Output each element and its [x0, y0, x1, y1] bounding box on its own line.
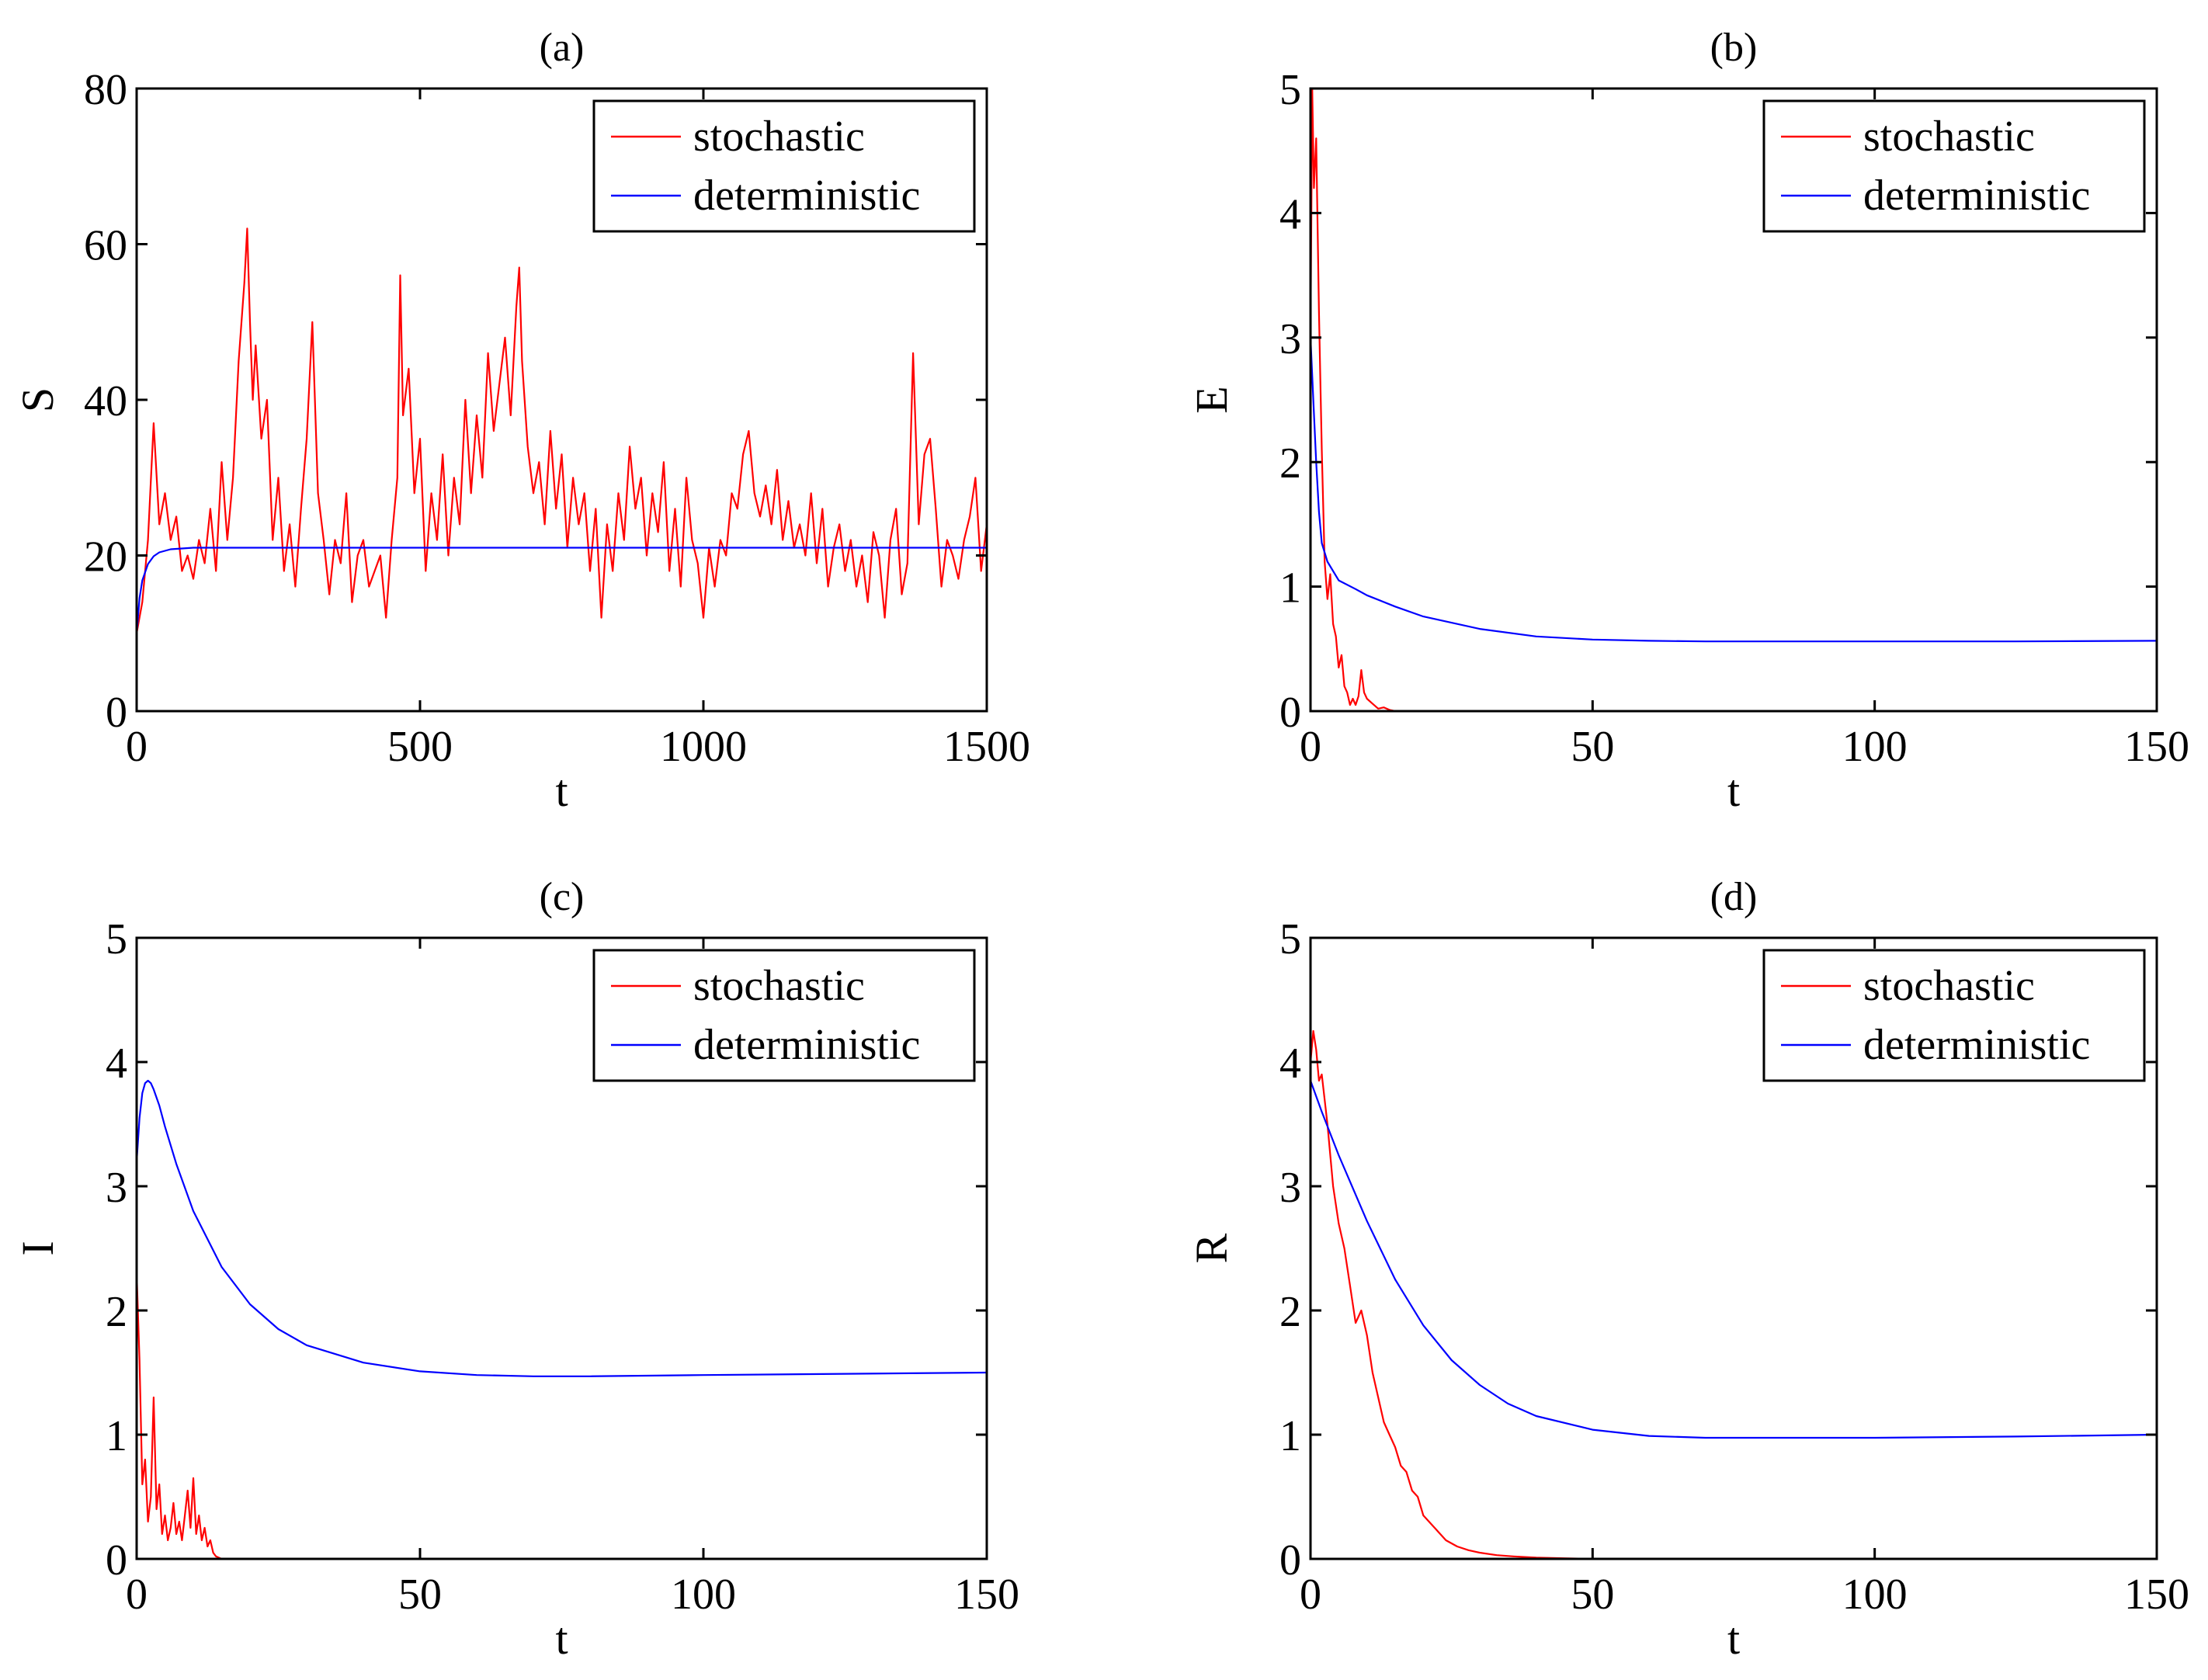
y-tick-label: 0 [106, 689, 127, 737]
legend-label-deterministic: deterministic [693, 1021, 920, 1069]
y-tick-label: 1 [106, 1412, 127, 1460]
panel-title: (a) [540, 26, 585, 70]
x-tick-label: 150 [2124, 723, 2189, 771]
y-tick-label: 40 [84, 377, 127, 425]
y-tick-label: 2 [1279, 439, 1301, 488]
x-tick-label: 0 [126, 1571, 148, 1619]
axes-frame [1309, 87, 2158, 713]
x-tick-label: 50 [398, 1571, 442, 1619]
panel-title: (c) [540, 875, 585, 919]
x-tick-label: 1500 [943, 723, 1030, 771]
x-tick-label: 0 [1300, 723, 1321, 771]
x-tick-label: 1000 [660, 723, 747, 771]
y-tick-label: 60 [84, 222, 127, 270]
y-tick-label: 5 [106, 915, 127, 963]
y-tick-label: 4 [1279, 1040, 1301, 1088]
series-stochastic-line [1311, 1029, 2157, 1559]
legend: stochastic deterministic [1762, 99, 2146, 233]
legend-label-stochastic: stochastic [693, 113, 865, 161]
y-tick-label: 4 [106, 1040, 127, 1088]
series-deterministic-line [1311, 337, 2157, 643]
legend: stochastic deterministic [592, 99, 976, 233]
y-tick-label: 2 [1279, 1288, 1301, 1336]
legend-label-deterministic: deterministic [1863, 1021, 2090, 1069]
series-deterministic-line [137, 547, 987, 633]
x-tick-label: 50 [1571, 1571, 1614, 1619]
x-tick-label: 150 [2124, 1571, 2189, 1619]
panel-title: (d) [1710, 875, 1758, 919]
y-tick-label: 3 [1279, 1164, 1301, 1212]
legend-label-deterministic: deterministic [1863, 172, 2090, 220]
axes-frame [135, 936, 988, 1560]
y-tick-label: 5 [1279, 915, 1301, 963]
legend-box [1762, 949, 2146, 1082]
series-stochastic-line [137, 227, 987, 633]
legend-label-stochastic: stochastic [693, 962, 865, 1010]
x-tick-label: 100 [671, 1571, 736, 1619]
y-tick-label: 1 [1279, 1412, 1301, 1460]
x-tick-label: 100 [1842, 723, 1908, 771]
x-tick-label: 150 [954, 1571, 1019, 1619]
legend-box [592, 949, 976, 1082]
y-tick-label: 3 [1279, 315, 1301, 363]
legend-box [592, 99, 976, 233]
y-axis-label: S [12, 387, 63, 412]
y-tick-label: 0 [106, 1536, 127, 1585]
y-axis-label: I [12, 1241, 63, 1255]
y-tick-label: 1 [1279, 564, 1301, 613]
y-axis-label: E [1186, 386, 1237, 413]
y-tick-label: 5 [1279, 66, 1301, 114]
y-tick-label: 0 [1279, 1536, 1301, 1585]
x-axis-label: t [555, 1613, 568, 1664]
legend-box [1762, 99, 2146, 233]
x-tick-label: 500 [387, 723, 453, 771]
x-tick-label: 100 [1842, 1571, 1908, 1619]
x-tick-label: 0 [126, 723, 148, 771]
legend: stochastic deterministic [1762, 949, 2146, 1082]
series-stochastic-line [1311, 89, 2157, 711]
panel-title: (b) [1710, 26, 1758, 70]
y-tick-label: 2 [106, 1288, 127, 1336]
series-stochastic-line [137, 1272, 987, 1559]
y-tick-label: 3 [106, 1164, 127, 1212]
y-tick-label: 4 [1279, 190, 1301, 238]
legend: stochastic deterministic [592, 949, 976, 1082]
y-tick-label: 0 [1279, 689, 1301, 737]
x-tick-label: 0 [1300, 1571, 1321, 1619]
axes-frame [1309, 936, 2158, 1560]
x-axis-label: t [555, 765, 568, 816]
x-axis-label: t [1727, 765, 1740, 816]
series-deterministic-line [137, 1079, 987, 1377]
legend-label-deterministic: deterministic [693, 172, 920, 220]
y-tick-label: 80 [84, 66, 127, 114]
series-deterministic-line [1311, 1080, 2157, 1439]
legend-label-stochastic: stochastic [1863, 113, 2035, 161]
legend-label-stochastic: stochastic [1863, 962, 2035, 1010]
y-tick-label: 20 [84, 533, 127, 581]
y-axis-label: R [1186, 1233, 1237, 1263]
x-tick-label: 50 [1571, 723, 1614, 771]
x-axis-label: t [1727, 1613, 1740, 1664]
